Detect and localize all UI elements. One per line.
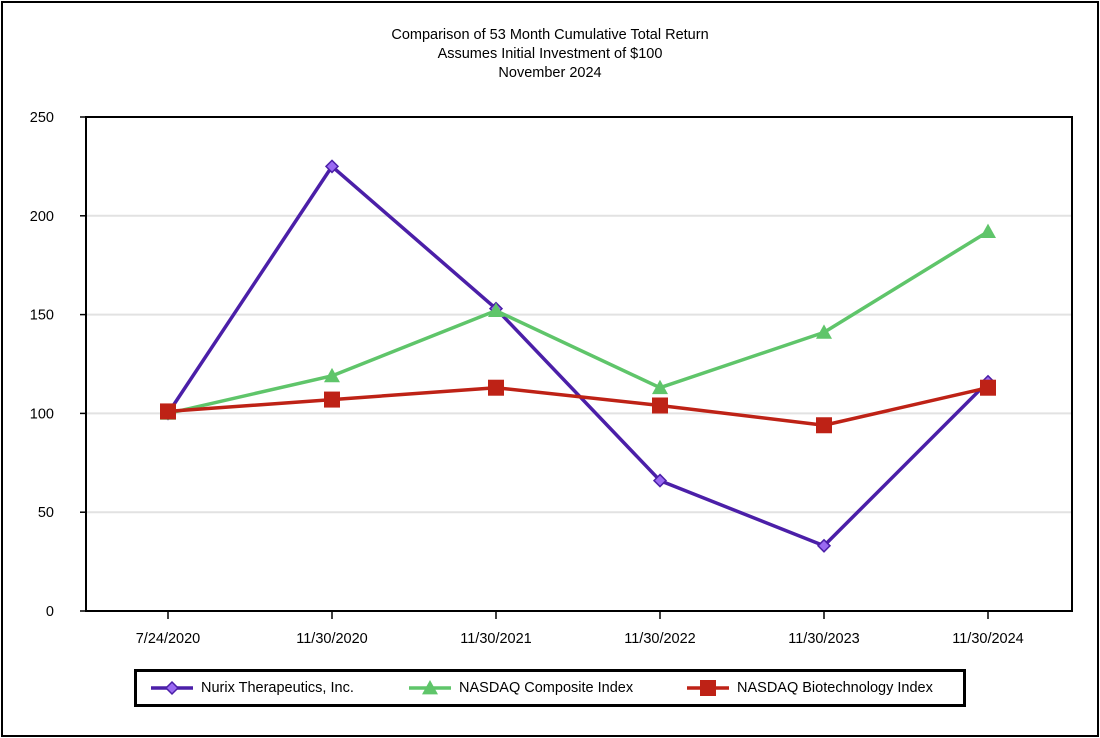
legend-item: NASDAQ Composite Index [409,672,633,704]
x-tick-label: 11/30/2021 [460,631,532,647]
square-marker [980,379,996,396]
legend-item: NASDAQ Biotechnology Index [687,672,933,704]
x-tick-label: 11/30/2023 [788,631,860,647]
x-tick-label: 11/30/2022 [624,631,696,647]
diamond-legend-icon [151,680,193,696]
legend-label: NASDAQ Composite Index [459,680,634,696]
triangle-marker [422,680,438,695]
chart-subtitle-date: November 2024 [498,65,602,81]
chart-legend: Nurix Therapeutics, Inc. NASDAQ Composite… [134,669,966,707]
diamond-marker [816,538,832,553]
chart-subtitle: Assumes Initial Investment of $100 [437,46,663,62]
chart-titles: Comparison of 53 Month Cumulative Total … [0,26,1100,83]
x-tick-label: 7/24/2020 [136,631,201,647]
series-line [167,230,989,416]
series-line [166,164,990,548]
y-tick-label: 50 [38,505,54,521]
legend-item: Nurix Therapeutics, Inc. [151,672,354,704]
legend-label: NASDAQ Biotechnology Index [737,680,933,696]
y-tick-label: 150 [30,308,54,324]
square-marker [324,391,340,408]
triangle-marker [324,367,340,383]
legend-label: Nurix Therapeutics, Inc. [201,680,354,696]
triangle-marker [816,324,832,339]
plot-area [85,116,1073,612]
y-tick-label: 250 [30,110,54,126]
y-tick-label: 0 [46,604,54,620]
square-marker [652,397,668,414]
diamond-marker [324,159,340,174]
triangle-marker [652,379,668,395]
y-tick-label: 100 [30,406,54,422]
square-marker [488,379,504,396]
square-marker [160,403,176,420]
triangle-marker [488,302,504,318]
triangle-legend-icon [409,680,451,695]
triangle-marker [980,223,996,239]
diamond-marker [652,473,668,488]
chart-title: Comparison of 53 Month Cumulative Total … [391,27,709,43]
x-tick-label: 11/30/2020 [296,631,368,647]
y-tick-label: 200 [30,209,54,225]
square-marker [700,680,716,696]
square-legend-icon [687,680,729,696]
diamond-marker [164,680,180,696]
x-tick-label: 11/30/2024 [952,631,1024,647]
square-marker [816,417,832,434]
series-line [167,385,989,428]
